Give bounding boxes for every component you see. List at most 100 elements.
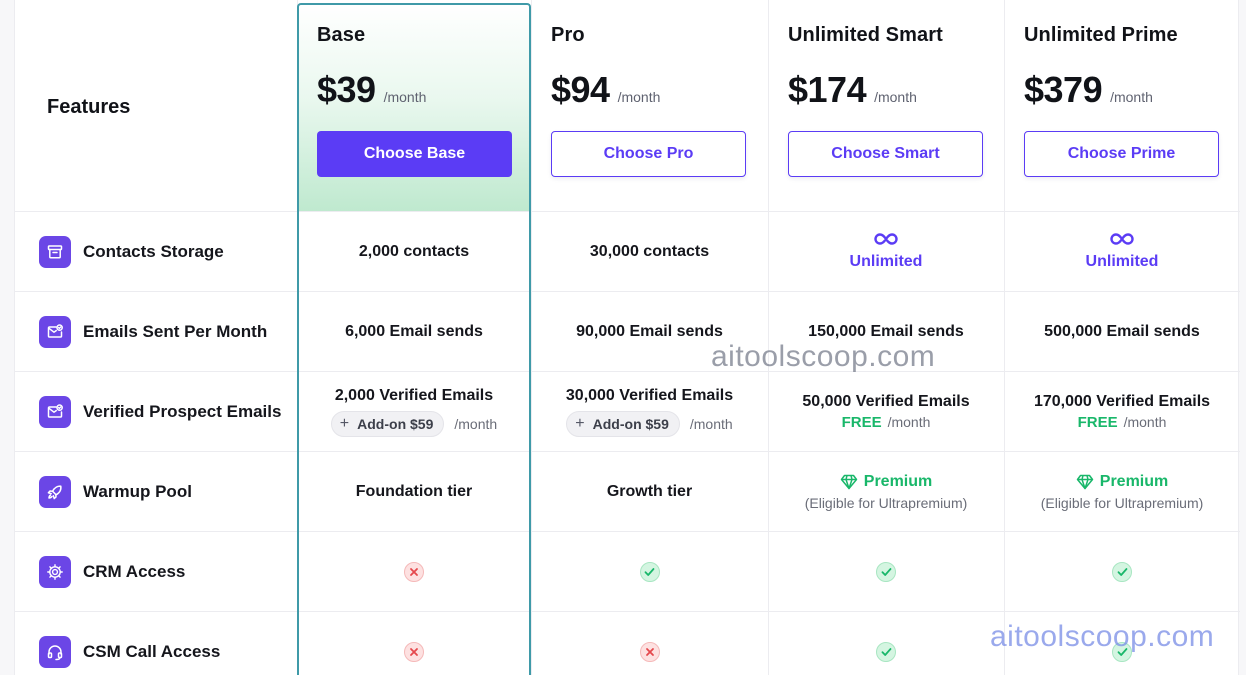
diamond-icon: [840, 474, 858, 489]
addon-line: + Add-on $59 /month: [566, 410, 733, 437]
price-line: $94 /month: [551, 69, 768, 111]
unlimited-group: Unlimited: [849, 232, 923, 271]
choose-pro-button[interactable]: Choose Pro: [551, 131, 746, 177]
plan-pro: Pro $94 /month Choose Pro: [531, 0, 768, 212]
free-period: /month: [887, 414, 931, 430]
choose-smart-button[interactable]: Choose Smart: [788, 131, 983, 177]
feature-label-group: Contacts Storage: [39, 235, 224, 268]
price-line: $39 /month: [317, 69, 531, 111]
value-cell-base: [297, 532, 531, 611]
column-divider: [297, 0, 298, 675]
column-divider: [1004, 212, 1005, 291]
headset-icon: [39, 636, 71, 668]
free-line: FREE /month: [842, 414, 931, 431]
value-cell-smart: Premium (Eligible for Ultrapremium): [768, 452, 1004, 531]
feature-value: Unlimited: [849, 253, 923, 270]
value-cell-pro: [531, 612, 768, 675]
price-line: $174 /month: [788, 69, 1004, 111]
choose-base-button[interactable]: Choose Base: [317, 131, 512, 177]
premium-badge: Premium: [1076, 473, 1168, 491]
column-divider: [768, 292, 769, 371]
column-divider: [768, 452, 769, 531]
value-cell-smart: Unlimited: [768, 212, 1004, 291]
feature-value: Unlimited: [1085, 253, 1159, 270]
premium-badge: Premium: [840, 473, 932, 491]
plan-price: $379: [1024, 69, 1103, 110]
column-divider: [1004, 452, 1005, 531]
value-cell-base: 2,000 Verified Emails + Add-on $59 /month: [297, 372, 531, 451]
features-heading: Features: [47, 96, 131, 118]
feature-value: 50,000 Verified Emails: [802, 392, 970, 410]
plan-unlimited-smart: Unlimited Smart $174 /month Choose Smart: [768, 0, 1004, 212]
feature-value: Growth tier: [606, 482, 693, 500]
gear-icon: [39, 555, 71, 588]
feature-row-csm-call-access: CSM Call Access: [15, 612, 1240, 675]
price-period: /month: [383, 89, 427, 105]
infinity-icon: [1110, 232, 1134, 251]
check-icon: [1112, 561, 1132, 582]
value-cell-pro: [531, 532, 768, 611]
feature-value: 2,000 Verified Emails: [334, 386, 494, 404]
value-cell-pro: 90,000 Email sends: [531, 292, 768, 371]
value-cell-prime: 170,000 Verified Emails FREE /month: [1004, 372, 1240, 451]
infinity-icon: [874, 232, 898, 251]
feature-value: Foundation tier: [355, 482, 473, 500]
value-cell-pro: 30,000 contacts: [531, 212, 768, 291]
addon-line: + Add-on $59 /month: [330, 410, 498, 437]
feature-label: CSM Call Access: [83, 642, 221, 661]
addon-period: /month: [454, 415, 498, 432]
choose-prime-button[interactable]: Choose Prime: [1024, 131, 1219, 177]
feature-cell: Warmup Pool: [15, 452, 297, 531]
feature-row-emails-sent: Emails Sent Per Month 6,000 Email sends …: [15, 292, 1240, 372]
feature-cell: Verified Prospect Emails: [15, 372, 297, 451]
column-divider: [768, 0, 769, 211]
check-icon: [639, 561, 660, 582]
archive-icon: [39, 235, 71, 268]
value-cell-base: Foundation tier: [297, 452, 531, 531]
column-divider: [1004, 0, 1005, 211]
value-cell-base: 2,000 contacts: [297, 212, 531, 291]
feature-label-group: Warmup Pool: [39, 475, 192, 508]
feature-label-group: Emails Sent Per Month: [39, 315, 267, 348]
plus-icon: +: [575, 414, 585, 432]
feature-label: Contacts Storage: [83, 241, 224, 261]
addon-label: Add-on $59: [592, 415, 669, 432]
feature-cell: Contacts Storage: [15, 212, 297, 291]
pricing-header-row: Features Base $39 /month Choose Base Pro…: [15, 0, 1240, 212]
check-icon: [1112, 642, 1132, 662]
plan-price: $174: [788, 69, 867, 110]
value-cell-smart: [768, 532, 1004, 611]
value-cell-prime: Premium (Eligible for Ultrapremium): [1004, 452, 1240, 531]
plan-name: Unlimited Smart: [788, 24, 943, 46]
feature-label: Verified Prospect Emails: [83, 401, 282, 421]
free-label: FREE: [841, 413, 882, 431]
price-period: /month: [617, 89, 661, 105]
column-divider: [768, 212, 769, 291]
column-divider: [1004, 292, 1005, 371]
x-icon: [404, 561, 424, 582]
addon-period: /month: [689, 415, 733, 432]
value-cell-prime: [1004, 532, 1240, 611]
addon-badge[interactable]: + Add-on $59: [330, 410, 445, 437]
plan-name: Base: [317, 24, 366, 46]
feature-cell: Emails Sent Per Month: [15, 292, 297, 371]
column-divider: [768, 372, 769, 451]
column-divider: [768, 612, 769, 675]
addon-badge[interactable]: + Add-on $59: [566, 410, 680, 437]
plan-price: $94: [551, 69, 610, 110]
feature-value: 2,000 contacts: [358, 242, 470, 260]
feature-value: 30,000 contacts: [589, 242, 710, 260]
price-period: /month: [874, 89, 917, 105]
value-cell-pro: 30,000 Verified Emails + Add-on $59 /mont…: [531, 372, 768, 451]
feature-value: 90,000 Email sends: [576, 322, 723, 340]
value-cell-pro: Growth tier: [531, 452, 768, 531]
diamond-icon: [1076, 474, 1094, 489]
pricing-table: Features Base $39 /month Choose Base Pro…: [14, 0, 1240, 675]
value-cell-prime: [1004, 612, 1240, 675]
rocket-icon: [39, 475, 71, 508]
mail-check-icon: [39, 315, 71, 348]
feature-value: 170,000 Verified Emails: [1033, 392, 1211, 410]
feature-label: CRM Access: [83, 561, 186, 581]
column-divider: [531, 0, 532, 675]
plus-icon: +: [339, 414, 350, 432]
